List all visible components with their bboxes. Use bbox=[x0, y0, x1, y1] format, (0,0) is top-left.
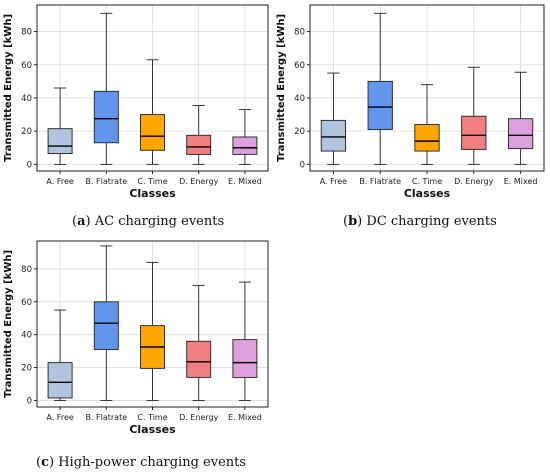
box-3 bbox=[140, 261, 165, 401]
y-tick-label: 0 bbox=[300, 160, 305, 170]
box-iqr bbox=[507, 118, 534, 150]
box-iqr bbox=[232, 339, 258, 378]
box-iqr bbox=[367, 80, 393, 130]
x-axis-title: Classes bbox=[129, 423, 176, 436]
x-tick-label: C. Time bbox=[137, 177, 167, 186]
box-1 bbox=[320, 72, 347, 165]
x-tick-label: A. Free bbox=[320, 177, 347, 186]
y-tick-label: 40 bbox=[21, 94, 32, 104]
box-3 bbox=[140, 59, 165, 165]
chart-panel-ac: 0 20 40 60 80 A. Free B. Flatrate C. Time D. Ene… bbox=[0, 0, 275, 205]
y-tick-label: 60 bbox=[294, 61, 305, 71]
chart-panel-dc: 0 20 40 60 80 A. Free B. Flatrate C. Time D. Ene… bbox=[275, 0, 550, 205]
x-tick-label: D. Energy bbox=[179, 413, 219, 422]
y-axis-title: Transmitted Energy [kWh] bbox=[3, 250, 14, 398]
box-iqr bbox=[414, 124, 440, 152]
y-tick-label: 20 bbox=[21, 127, 32, 137]
caption-ac-text: AC charging events bbox=[94, 214, 225, 229]
x-tick-label: C. Time bbox=[412, 177, 442, 186]
y-tick-label: 40 bbox=[21, 331, 32, 341]
y-tick-label: 20 bbox=[294, 127, 305, 137]
box-iqr bbox=[47, 128, 73, 155]
caption-ac-letter: a bbox=[77, 214, 86, 229]
x-tick-label: E. Mixed bbox=[228, 177, 262, 186]
x-tick-label: A. Free bbox=[46, 177, 73, 186]
box-iqr bbox=[232, 136, 258, 155]
y-tick-label: 20 bbox=[21, 364, 32, 374]
x-tick-label: D. Energy bbox=[179, 177, 219, 186]
y-tick-label: 60 bbox=[21, 61, 32, 71]
caption-dc: (b) DC charging events bbox=[343, 214, 497, 229]
box-iqr bbox=[140, 114, 165, 151]
boxplot-ac: 0 20 40 60 80 A. Free B. Flatrate C. Time D. Ene… bbox=[3, 4, 269, 200]
box-iqr bbox=[461, 115, 487, 150]
box-1 bbox=[47, 309, 73, 401]
y-tick-label: 60 bbox=[21, 298, 32, 308]
boxplot-hpc: 0 20 40 60 80 A. Free B. Flatrate C. Time D. Ene… bbox=[3, 240, 269, 436]
x-axis-title: Classes bbox=[129, 187, 176, 200]
y-axis-title: Transmitted Energy [kWh] bbox=[3, 14, 14, 162]
caption-hpc-text: High-power charging events bbox=[58, 455, 247, 470]
y-tick-label: 40 bbox=[294, 94, 305, 104]
box-5 bbox=[232, 281, 258, 401]
x-tick-label: A. Free bbox=[46, 413, 73, 422]
box-2 bbox=[367, 12, 393, 165]
box-2 bbox=[93, 12, 119, 165]
box-2 bbox=[93, 245, 119, 401]
chart-panel-hpc: 0 20 40 60 80 A. Free B. Flatrate C. Time D. Ene… bbox=[0, 236, 275, 441]
caption-hpc: (c) High-power charging events bbox=[36, 455, 247, 470]
x-tick-label: E. Mixed bbox=[504, 177, 538, 186]
box-3 bbox=[414, 84, 440, 165]
box-5 bbox=[507, 71, 534, 165]
caption-ac: (a) AC charging events bbox=[72, 214, 225, 229]
box-4 bbox=[461, 66, 487, 165]
y-tick-label: 80 bbox=[21, 28, 32, 38]
boxplot-dc: 0 20 40 60 80 A. Free B. Flatrate C. Time D. Ene… bbox=[276, 4, 545, 200]
y-tick-label: 0 bbox=[27, 396, 32, 406]
box-iqr bbox=[186, 134, 212, 155]
box-iqr bbox=[47, 362, 73, 399]
box-4 bbox=[186, 104, 212, 165]
x-axis-title: Classes bbox=[404, 187, 451, 200]
x-tick-label: E. Mixed bbox=[228, 413, 262, 422]
box-iqr bbox=[93, 90, 119, 144]
x-tick-label: C. Time bbox=[137, 413, 167, 422]
x-tick-label: D. Energy bbox=[454, 177, 494, 186]
caption-hpc-letter: c bbox=[41, 455, 49, 470]
x-tick-label: B. Flatrate bbox=[359, 177, 401, 186]
x-tick-label: B. Flatrate bbox=[85, 177, 127, 186]
box-4 bbox=[186, 284, 212, 401]
y-tick-label: 80 bbox=[21, 265, 32, 275]
y-axis-title: Transmitted Energy [kWh] bbox=[276, 14, 287, 162]
y-tick-label: 80 bbox=[294, 28, 305, 38]
box-1 bbox=[47, 87, 73, 165]
x-tick-label: B. Flatrate bbox=[85, 413, 127, 422]
caption-dc-letter: b bbox=[348, 214, 358, 229]
box-iqr bbox=[186, 340, 212, 378]
box-iqr bbox=[93, 301, 119, 350]
box-5 bbox=[232, 109, 258, 165]
y-tick-label: 0 bbox=[27, 160, 32, 170]
box-iqr bbox=[320, 119, 347, 152]
caption-dc-text: DC charging events bbox=[366, 214, 497, 229]
